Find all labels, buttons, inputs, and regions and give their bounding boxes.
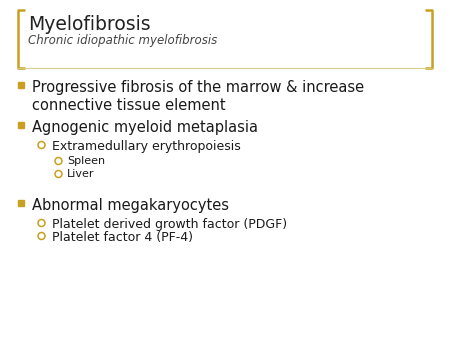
Text: Agnogenic myeloid metaplasia: Agnogenic myeloid metaplasia [32, 120, 258, 135]
Text: Liver: Liver [67, 169, 94, 179]
Text: Abnormal megakaryocytes: Abnormal megakaryocytes [32, 198, 229, 213]
Bar [18, 200, 24, 206]
Text: Chronic idiopathic myelofibrosis: Chronic idiopathic myelofibrosis [28, 34, 217, 47]
Text: Platelet factor 4 (PF-4): Platelet factor 4 (PF-4) [52, 231, 193, 244]
Bar [18, 122, 24, 128]
Text: Platelet derived growth factor (PDGF): Platelet derived growth factor (PDGF) [52, 218, 287, 231]
Bar [18, 82, 24, 88]
Text: Spleen: Spleen [67, 156, 105, 166]
Text: Myelofibrosis: Myelofibrosis [28, 15, 151, 34]
Text: Extramedullary erythropoiesis: Extramedullary erythropoiesis [52, 140, 241, 153]
Text: Progressive fibrosis of the marrow & increase
connective tissue element: Progressive fibrosis of the marrow & inc… [32, 80, 364, 113]
